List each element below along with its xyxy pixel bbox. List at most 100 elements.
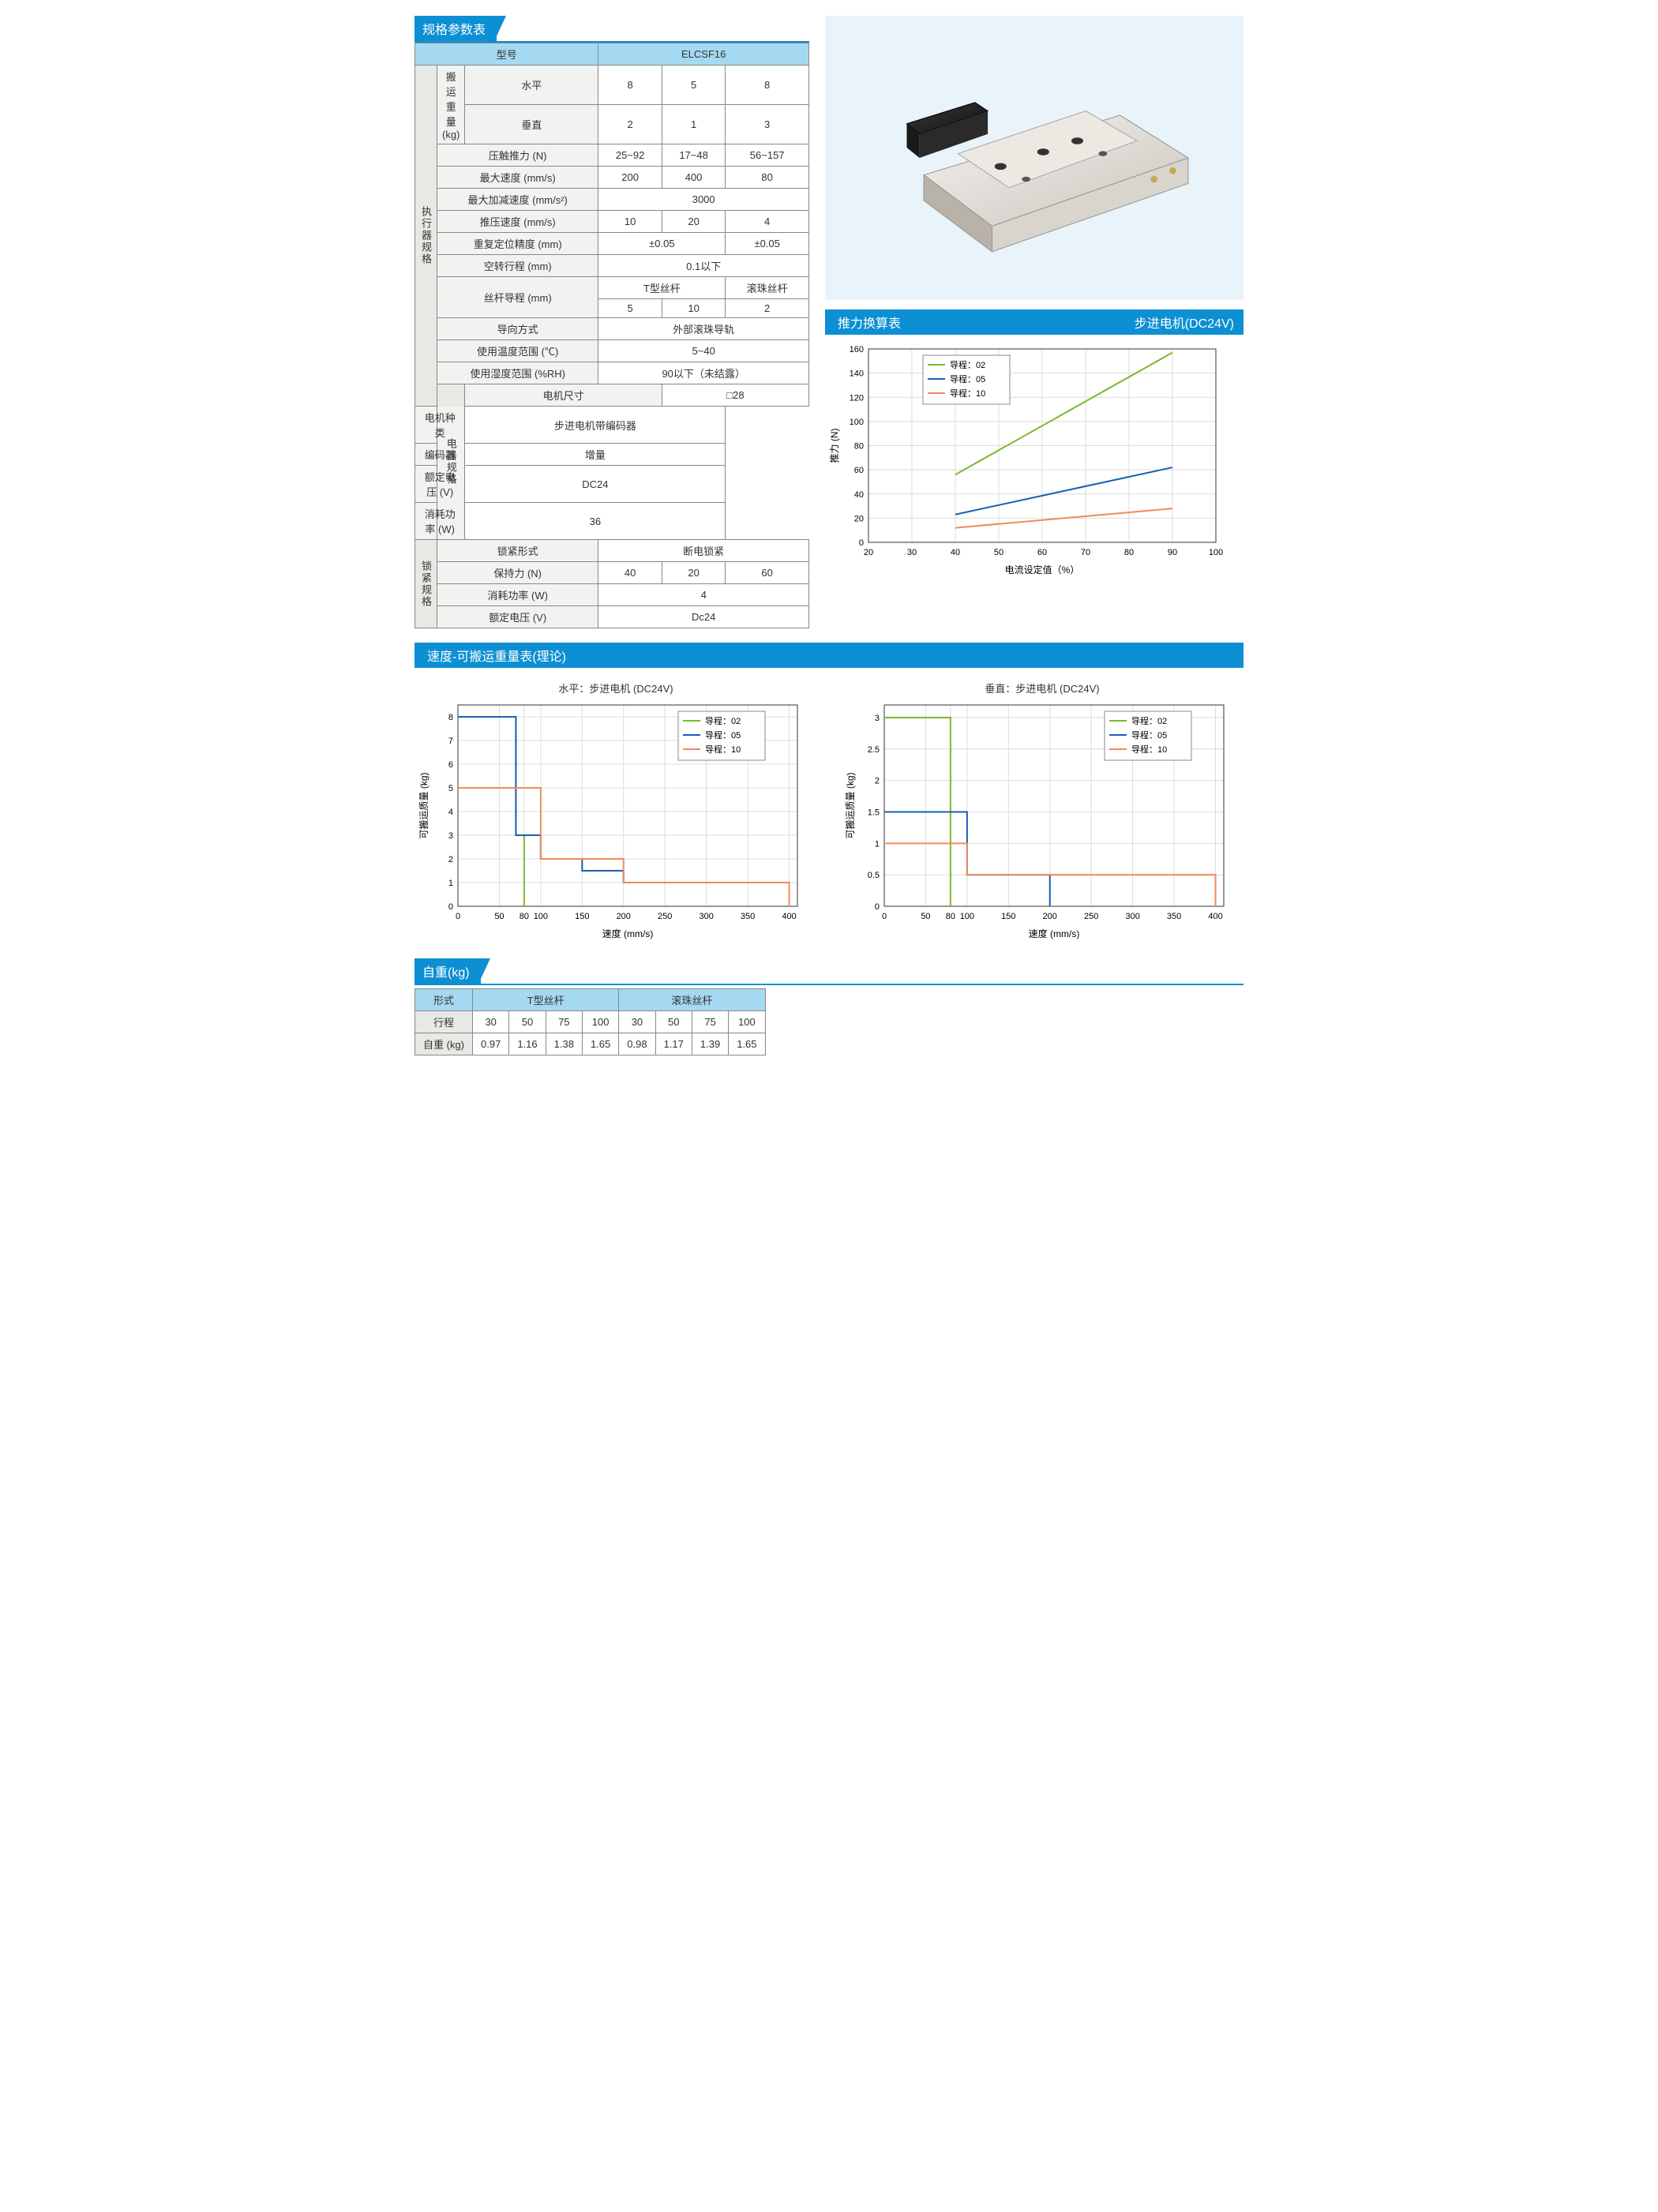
wt-w-3: 1.65 — [582, 1033, 618, 1055]
push-2: 4 — [726, 211, 809, 233]
lead-2: 2 — [726, 299, 809, 318]
svg-text:导程：05: 导程：05 — [1131, 730, 1167, 740]
thrust-chart: 2030405060708090100020406080100120140160… — [825, 341, 1228, 578]
svg-text:350: 350 — [741, 912, 755, 921]
wt-s-4: 30 — [619, 1011, 655, 1033]
svg-text:60: 60 — [1037, 548, 1047, 557]
svg-text:导程：10: 导程：10 — [950, 388, 985, 399]
ratedv-val: DC24 — [465, 466, 726, 503]
svg-text:100: 100 — [960, 912, 974, 921]
press-0: 25~92 — [598, 144, 662, 167]
svg-text:40: 40 — [951, 548, 960, 557]
svg-text:6: 6 — [448, 760, 453, 770]
repeat-0: ±0.05 — [598, 233, 726, 255]
repeat-label: 重复定位精度 (mm) — [437, 233, 598, 255]
model-value: ELCSF16 — [598, 43, 809, 66]
svg-text:50: 50 — [494, 912, 504, 921]
group-lock: 锁紧规格 — [415, 540, 437, 628]
svg-text:120: 120 — [850, 393, 864, 403]
spec-table: 型号 ELCSF16 执行器规格 搬运重量 (kg) 水平 8 5 8 垂直 2… — [414, 43, 809, 628]
guide-label: 导向方式 — [437, 318, 598, 340]
svg-text:导程：02: 导程：02 — [705, 716, 741, 726]
locktype-val: 断电锁紧 — [598, 540, 809, 562]
power-label: 消耗功率 (W) — [415, 503, 465, 540]
svg-text:400: 400 — [1208, 912, 1222, 921]
svg-text:7: 7 — [448, 737, 453, 746]
thrust-motor-label: 步进电机(DC24V) — [1135, 313, 1234, 332]
carry-label: 搬运重量 (kg) — [437, 66, 465, 144]
model-label: 型号 — [415, 43, 598, 66]
carry-h-1: 5 — [662, 66, 725, 105]
wt-s-6: 75 — [692, 1011, 728, 1033]
svg-text:150: 150 — [1001, 912, 1015, 921]
svg-text:0: 0 — [456, 912, 460, 921]
svg-text:3: 3 — [875, 714, 880, 723]
svg-text:可搬运质量 (kg): 可搬运质量 (kg) — [844, 772, 856, 838]
guide-val: 外部滚珠导轨 — [598, 318, 809, 340]
accel-val: 3000 — [598, 189, 809, 211]
maxspeed-0: 200 — [598, 167, 662, 189]
lead-ball-label: 滚珠丝杆 — [726, 277, 809, 299]
svg-text:100: 100 — [1209, 548, 1223, 557]
horiz-title: 水平：步进电机 (DC24V) — [414, 680, 817, 695]
svg-text:140: 140 — [850, 369, 864, 379]
svg-text:50: 50 — [921, 912, 930, 921]
carry-h-0: 8 — [598, 66, 662, 105]
svg-text:100: 100 — [850, 418, 864, 427]
svg-text:可搬运质量 (kg): 可搬运质量 (kg) — [418, 772, 430, 838]
humid-val: 90以下（未结露） — [598, 362, 809, 384]
svg-text:1: 1 — [875, 839, 880, 849]
svg-text:5: 5 — [448, 784, 453, 793]
wt-w-5: 1.17 — [655, 1033, 692, 1055]
wt-s-2: 75 — [546, 1011, 582, 1033]
wt-s-1: 50 — [509, 1011, 546, 1033]
motorsize-label: 电机尺寸 — [465, 384, 662, 407]
power-val: 36 — [465, 503, 726, 540]
svg-text:0: 0 — [448, 902, 453, 912]
press-label: 压触推力 (N) — [437, 144, 598, 167]
speedweight-header: 速度-可搬运重量表(理论) — [414, 643, 1244, 668]
svg-text:8: 8 — [448, 713, 453, 722]
svg-text:速度 (mm/s): 速度 (mm/s) — [1029, 928, 1080, 939]
svg-text:0: 0 — [859, 538, 864, 548]
idle-val: 0.1以下 — [598, 255, 809, 277]
svg-text:推力 (N): 推力 (N) — [829, 429, 840, 463]
lead-label: 丝杆导程 (mm) — [437, 277, 598, 318]
svg-text:30: 30 — [907, 548, 917, 557]
wt-w-7: 1.65 — [729, 1033, 765, 1055]
svg-text:400: 400 — [782, 912, 796, 921]
svg-text:2.5: 2.5 — [868, 745, 880, 755]
svg-text:80: 80 — [946, 912, 955, 921]
svg-text:导程：05: 导程：05 — [705, 730, 741, 740]
svg-text:0: 0 — [882, 912, 887, 921]
motorsize-val: □28 — [662, 384, 808, 407]
press-1: 17~48 — [662, 144, 725, 167]
svg-text:60: 60 — [854, 466, 864, 475]
lead-0: 5 — [598, 299, 662, 318]
maxspeed-2: 80 — [726, 167, 809, 189]
svg-text:50: 50 — [994, 548, 1003, 557]
wt-w-1: 1.16 — [509, 1033, 546, 1055]
idle-label: 空转行程 (mm) — [437, 255, 598, 277]
hold-0: 40 — [598, 562, 662, 584]
carry-v-1: 1 — [662, 105, 725, 144]
carry-v-2: 3 — [726, 105, 809, 144]
spec-header: 规格参数表 — [414, 16, 497, 41]
carry-h-label: 水平 — [465, 66, 598, 105]
lockpower-label: 消耗功率 (W) — [437, 584, 598, 606]
hold-2: 60 — [726, 562, 809, 584]
product-image — [825, 16, 1244, 300]
wt-s-3: 100 — [582, 1011, 618, 1033]
carry-h-2: 8 — [726, 66, 809, 105]
svg-text:0.5: 0.5 — [868, 871, 880, 880]
wt-w-4: 0.98 — [619, 1033, 655, 1055]
svg-text:导程：10: 导程：10 — [705, 744, 741, 755]
temp-label: 使用温度范围 (℃) — [437, 340, 598, 362]
maxspeed-1: 400 — [662, 167, 725, 189]
svg-text:300: 300 — [1125, 912, 1139, 921]
motortype-val: 步进电机带编码器 — [465, 407, 726, 444]
carry-v-label: 垂直 — [465, 105, 598, 144]
svg-text:1: 1 — [448, 879, 453, 888]
svg-text:速度 (mm/s): 速度 (mm/s) — [602, 928, 654, 939]
svg-text:4: 4 — [448, 808, 453, 817]
